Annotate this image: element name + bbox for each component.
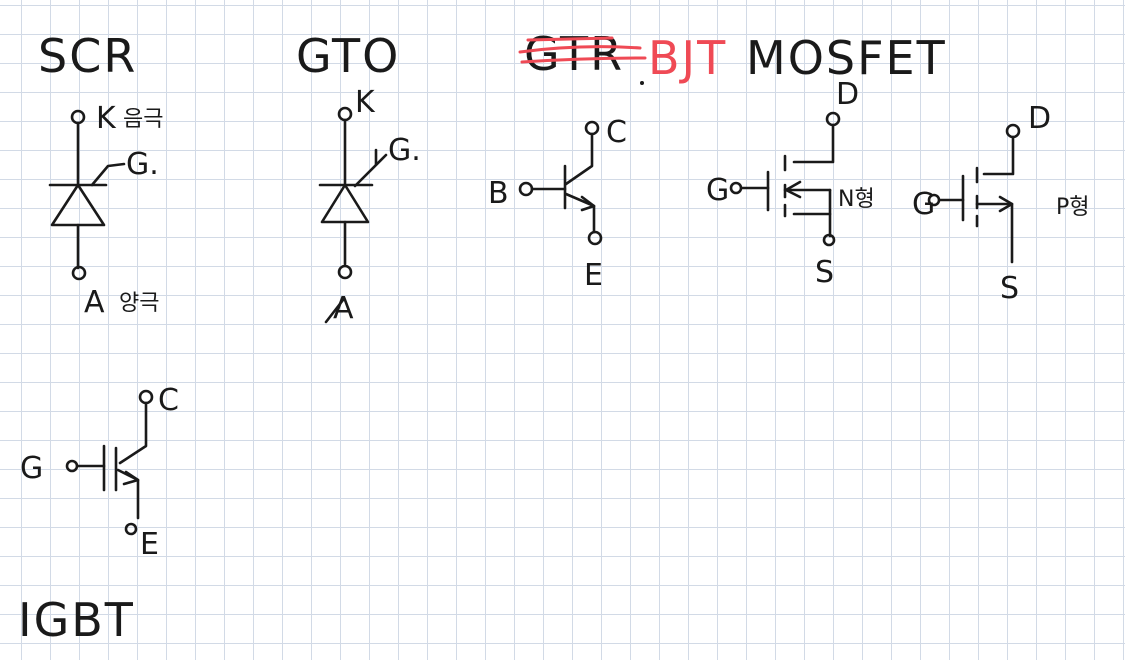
scr-diode-triangle: [50, 183, 106, 227]
mosfet-p-d-label: D: [1028, 101, 1051, 136]
scr-a-terminal: [71, 265, 87, 281]
igbt-g-terminal: [65, 459, 79, 473]
scr-k-label: K: [96, 101, 117, 136]
bjt-collector-lead: [564, 132, 594, 186]
igbt-title: IGBT: [18, 593, 135, 647]
igbt-g-label: G: [20, 451, 43, 486]
gate-hooks: [65, 181, 941, 473]
gto-k-label: K: [355, 85, 376, 120]
mosfet-p-g-terminal: [927, 193, 941, 207]
scr-gate-lead: [90, 162, 126, 187]
gto-a-label: A: [333, 291, 354, 326]
mosfet-n-g-terminal: [729, 181, 743, 195]
mosfet-n-s-label: S: [815, 255, 834, 290]
igbt-e-label: E: [140, 527, 159, 562]
bjt-title: BJT: [648, 31, 727, 85]
bjt-b-terminal: [518, 181, 534, 197]
mosfet-n-arrow: [784, 180, 802, 199]
mosfet-p-type-label: P형: [1056, 195, 1090, 220]
mosfet-p-symbol: [938, 123, 1021, 264]
scr-thyristor-symbol: [48, 109, 126, 281]
igbt-c-terminal: [138, 389, 154, 405]
scr-a-note: 양극: [119, 291, 159, 316]
gto-diode-triangle: [320, 183, 370, 224]
mosfet-n-s-terminal: [822, 233, 836, 247]
gto-gate-lead: [353, 153, 388, 188]
igbt-section: C G E IGBT: [18, 383, 179, 647]
scr-a-label: A: [84, 285, 105, 320]
gto-a-terminal: [337, 264, 353, 280]
gto-title: GTO: [296, 29, 400, 83]
scr-title: SCR: [38, 29, 137, 83]
gtr-dot: [640, 81, 644, 85]
scr-k-terminal: [70, 109, 86, 125]
mosfet-title: MOSFET: [746, 31, 947, 85]
bjt-c-label: C: [606, 115, 627, 150]
igbt-c-label: C: [158, 383, 179, 418]
igbt-emitter-arrow: [122, 470, 140, 486]
scr-g-label: G.: [126, 147, 159, 182]
igbt-collector-lead: [118, 401, 148, 465]
igbt-symbol: [76, 389, 154, 536]
bjt-b-label: B: [488, 176, 509, 211]
igbt-e-terminal: [124, 522, 138, 536]
gto-thyristor-symbol: [318, 106, 388, 324]
gto-section: GTO K G. A: [296, 29, 421, 326]
scr-section: SCR K 음극 G. A 양극: [38, 29, 163, 320]
bjt-section: GTR BJT C B E: [488, 27, 727, 293]
gto-a-stroke: [324, 298, 345, 324]
gto-k-terminal: [337, 106, 353, 122]
mosfet-n-d-label: D: [836, 77, 859, 112]
bjt-emitter-lead: [564, 192, 596, 234]
bjt-emitter-arrow: [580, 195, 596, 212]
mosfet-p-s-label: S: [1000, 271, 1019, 306]
mosfet-p-drain-lead: [982, 135, 1015, 176]
gto-g-label: G.: [388, 133, 421, 168]
mosfet-n-source-link: [792, 188, 832, 216]
mosfet-p-d-terminal: [1005, 123, 1021, 139]
bjt-c-terminal: [584, 120, 600, 136]
bjt-e-terminal: [587, 230, 603, 246]
scr-k-note: 음극: [123, 107, 163, 132]
mosfet-n-type-label: N형: [838, 187, 875, 212]
mosfet-n-symbol: [740, 111, 841, 247]
bjt-transistor-symbol: [518, 120, 603, 246]
mosfet-n-d-terminal: [825, 111, 841, 127]
gtr-strikethrough: [518, 36, 647, 64]
mosfet-n-g-label: G: [706, 173, 729, 208]
mosfet-n-drain-lead: [792, 123, 835, 164]
bjt-e-label: E: [584, 258, 603, 293]
mosfet-section: MOSFET D G S N형: [706, 31, 1090, 306]
gtr-struck-title: GTR: [524, 27, 624, 81]
